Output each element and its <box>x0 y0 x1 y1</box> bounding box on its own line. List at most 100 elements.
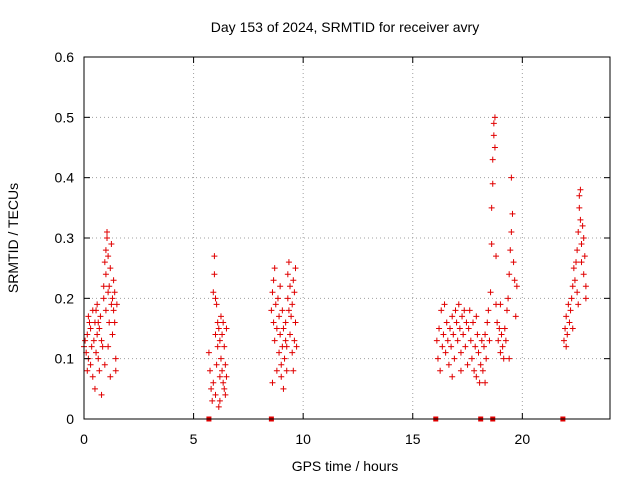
data-point <box>578 241 585 248</box>
data-point <box>285 259 292 266</box>
data-point <box>575 301 582 308</box>
data-point <box>509 210 516 217</box>
data-point <box>84 367 91 374</box>
data-point <box>282 319 289 326</box>
data-point <box>88 343 95 350</box>
data-point <box>494 319 501 326</box>
data-point <box>291 337 298 344</box>
data-point <box>276 349 283 356</box>
data-point <box>100 295 107 302</box>
x-tick-label: 15 <box>405 431 421 447</box>
data-point <box>221 343 228 350</box>
data-point <box>482 379 489 386</box>
data-point <box>270 319 277 326</box>
y-tick-label: 0.4 <box>55 170 75 186</box>
y-tick-label: 0.6 <box>55 49 75 65</box>
data-point <box>464 361 471 368</box>
data-point <box>476 379 483 386</box>
data-point <box>455 301 462 308</box>
data-point <box>94 301 101 308</box>
data-point <box>577 216 584 223</box>
data-point <box>213 361 220 368</box>
data-point <box>480 343 487 350</box>
data-point <box>582 295 589 302</box>
data-point <box>570 265 577 272</box>
data-point <box>452 307 459 314</box>
data-point <box>506 355 513 362</box>
data-point <box>112 367 119 374</box>
data-point <box>498 331 505 338</box>
data-point <box>106 319 113 326</box>
data-point <box>102 247 109 254</box>
data-point <box>104 235 111 241</box>
x-tick-label: 5 <box>190 431 198 447</box>
data-point <box>111 319 118 326</box>
data-point <box>290 277 297 284</box>
data-point <box>284 295 291 302</box>
data-point <box>96 325 103 332</box>
data-point <box>287 283 294 290</box>
data-point <box>277 283 284 290</box>
data-point <box>499 343 506 350</box>
data-point <box>216 397 223 404</box>
data-point <box>472 343 479 350</box>
data-point <box>111 289 118 296</box>
y-tick-label: 0.3 <box>55 230 75 246</box>
data-point <box>484 319 491 326</box>
data-point <box>104 228 111 235</box>
data-point <box>491 144 498 151</box>
data-point <box>93 307 100 314</box>
data-point <box>292 319 299 326</box>
data-point <box>580 235 587 241</box>
data-point <box>274 295 281 302</box>
data-point <box>488 204 495 211</box>
data-point <box>222 391 229 398</box>
data-point <box>87 325 94 332</box>
data-point <box>87 361 94 368</box>
data-point <box>474 331 481 338</box>
data-point <box>489 156 496 163</box>
data-point <box>567 307 574 314</box>
data-point <box>210 379 217 386</box>
data-point <box>273 367 280 374</box>
data-point <box>217 313 224 320</box>
data-point <box>212 331 219 338</box>
data-point <box>271 337 278 344</box>
data-point <box>208 385 215 392</box>
data-point <box>85 313 92 320</box>
data-point <box>573 259 580 266</box>
data-point <box>439 343 446 350</box>
y-axis-label: SRMTID / TECUs <box>5 183 21 293</box>
data-point <box>442 349 449 356</box>
data-point <box>290 367 297 374</box>
data-point <box>268 307 275 314</box>
data-point <box>505 295 512 302</box>
data-point <box>219 331 226 338</box>
data-point <box>450 331 457 338</box>
data-point <box>489 180 496 187</box>
data-point <box>440 331 447 338</box>
data-point <box>93 349 100 356</box>
data-point <box>510 259 517 266</box>
data-point <box>215 325 222 332</box>
data-point <box>107 265 114 272</box>
data-point <box>97 313 104 320</box>
data-point <box>491 114 498 121</box>
data-point <box>280 325 287 332</box>
data-point <box>453 319 460 326</box>
data-point <box>102 307 109 314</box>
x-tick-label: 0 <box>80 431 88 447</box>
data-point <box>467 337 474 344</box>
data-point <box>222 361 229 368</box>
data-point <box>449 373 456 380</box>
data-point <box>113 301 120 308</box>
data-point <box>283 343 290 350</box>
data-points <box>81 114 589 410</box>
data-point <box>109 331 116 338</box>
data-point <box>511 277 518 284</box>
data-point <box>563 313 570 320</box>
data-point <box>205 349 212 356</box>
data-point <box>574 289 581 296</box>
data-point <box>580 271 587 278</box>
